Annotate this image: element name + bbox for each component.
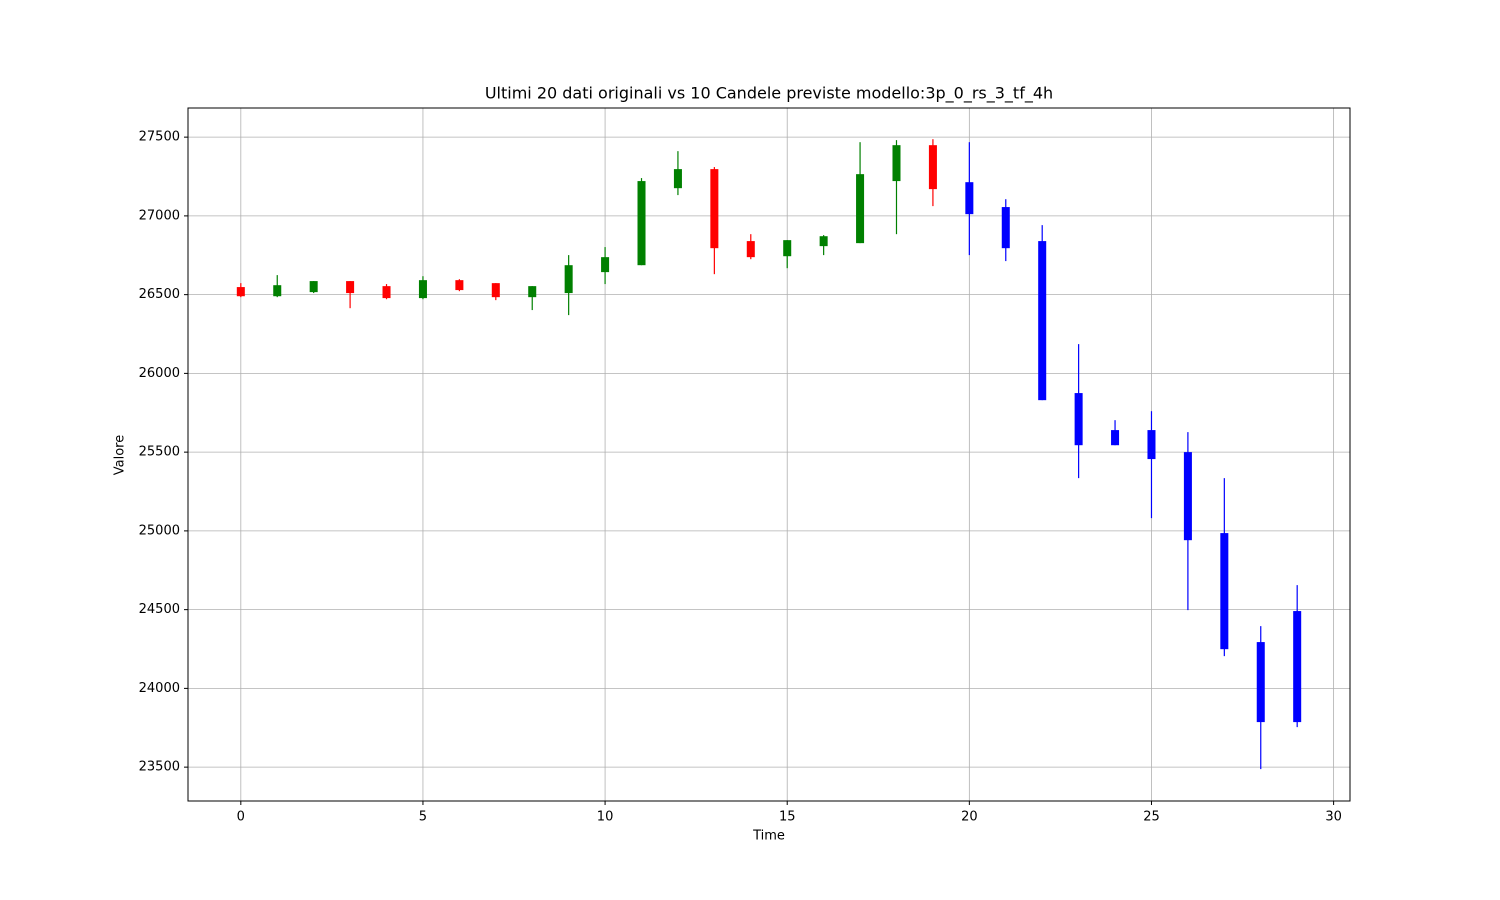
candle-body [1256, 642, 1265, 723]
y-axis-label: Valore [113, 435, 128, 475]
y-tick-label: 24500 [139, 602, 180, 617]
candle-body [455, 280, 464, 291]
candle-body [710, 169, 719, 249]
candle-body [1293, 611, 1302, 723]
x-tick-label: 10 [597, 810, 614, 825]
x-tick-label: 20 [961, 810, 978, 825]
y-tick-label: 24000 [139, 681, 180, 696]
y-tick-label: 26500 [139, 287, 180, 302]
candle-body [491, 283, 500, 298]
y-tick-label: 25500 [139, 445, 180, 460]
x-axis-label: Time [752, 829, 785, 844]
candle-body [637, 181, 646, 266]
y-tick-label: 27500 [139, 130, 180, 145]
candle-body [1038, 241, 1047, 401]
candle-body [892, 145, 901, 182]
y-tick-label: 23500 [139, 760, 180, 775]
candle-body [1111, 430, 1120, 446]
candle-body [346, 281, 355, 294]
x-tick-label: 0 [237, 810, 245, 825]
candle-body [673, 169, 682, 189]
y-tick-label: 25000 [139, 523, 180, 538]
x-tick-label: 30 [1325, 810, 1342, 825]
candle-body [601, 257, 610, 273]
candle-body [1220, 533, 1229, 650]
candle-body [819, 236, 828, 247]
candle-body [1001, 207, 1010, 249]
candle-body [1183, 452, 1192, 541]
candle-body [783, 240, 792, 257]
chart-title: Ultimi 20 dati originali vs 10 Candele p… [485, 84, 1053, 104]
candle-body [418, 280, 427, 299]
x-tick-label: 25 [1143, 810, 1160, 825]
candle-body [928, 145, 937, 190]
candle-body [236, 287, 245, 297]
candle-body [564, 265, 573, 294]
y-tick-label: 26000 [139, 366, 180, 381]
candle-body [273, 285, 282, 297]
candle-body [382, 286, 391, 299]
candle-body [856, 174, 865, 244]
candle-body [1074, 393, 1083, 446]
candle-body [309, 281, 318, 293]
candle-body [746, 241, 755, 258]
candle-body [965, 182, 974, 215]
y-tick-label: 27000 [139, 208, 180, 223]
plot-frame [187, 107, 1351, 802]
x-tick-label: 15 [779, 810, 796, 825]
candle-body [528, 286, 537, 298]
x-tick-label: 5 [419, 810, 427, 825]
candle-body [1147, 430, 1156, 460]
